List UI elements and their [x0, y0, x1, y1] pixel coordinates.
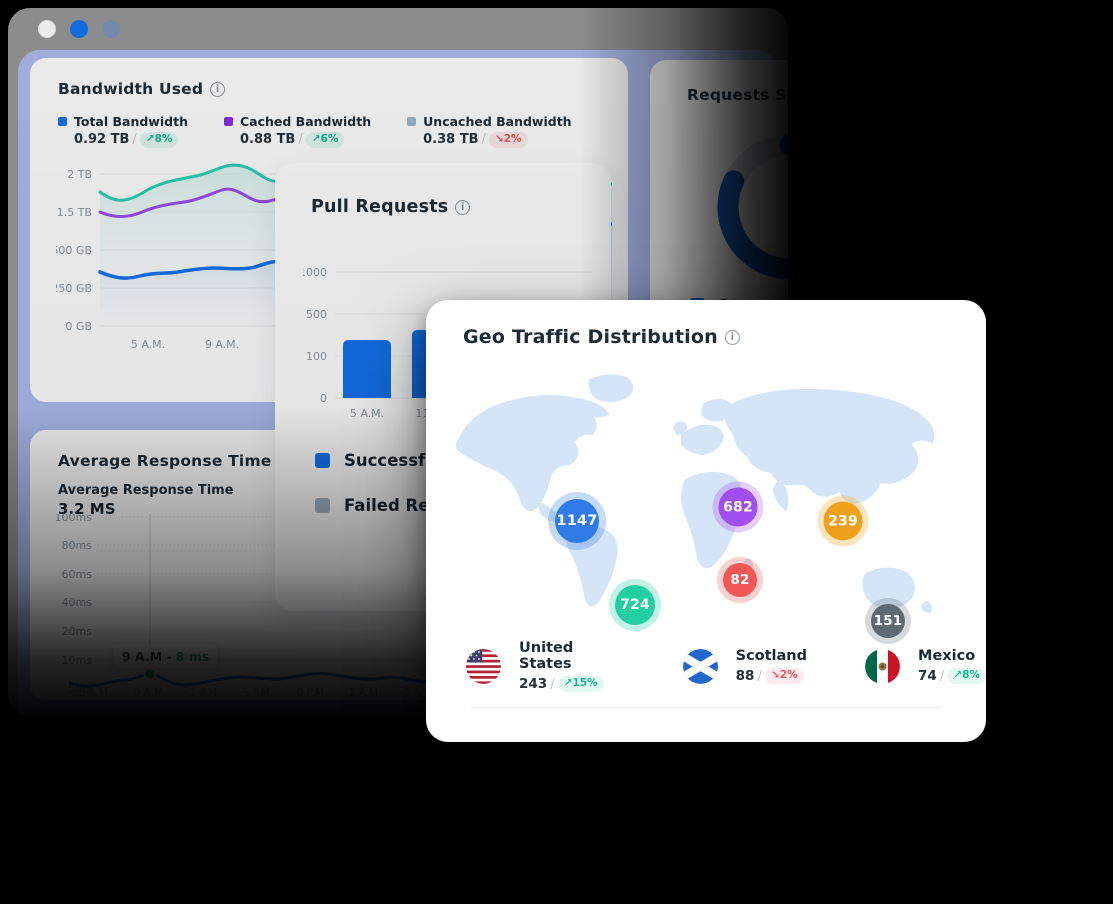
requests-served-card: Requests Served i Successful Requests — [650, 60, 788, 332]
bar-5am — [343, 340, 391, 398]
scotland-flag-icon — [682, 648, 718, 684]
trend-badge: ↗6% — [305, 132, 345, 148]
map-india — [773, 481, 789, 511]
world-map-svg — [455, 374, 934, 613]
svg-text:9 A.M.: 9 A.M. — [205, 338, 239, 351]
svg-text:2 TB: 2 TB — [67, 168, 92, 181]
map-bubble-north-asia[interactable]: 239 — [823, 501, 863, 541]
bandwidth-legend: Total Bandwidth 0.92 TB / ↗8% Cached Ban… — [30, 98, 628, 148]
svg-text:10ms: 10ms — [62, 654, 93, 667]
svg-text:0: 0 — [320, 392, 327, 405]
mexico-flag-icon — [865, 648, 901, 684]
svg-text:1.5 TB: 1.5 TB — [57, 206, 92, 219]
svg-text:9 P.M.: 9 P.M. — [297, 687, 327, 698]
legend-item-total[interactable]: Total Bandwidth 0.92 TB / ↗8% — [58, 114, 188, 148]
map-bubble-africa[interactable]: 82 — [723, 563, 757, 597]
svg-text:100: 100 — [306, 350, 327, 363]
trend-badge: ↗8% — [139, 132, 179, 148]
total-bandwidth-swatch — [58, 117, 67, 126]
window-titlebar — [8, 8, 788, 50]
window-control-dot-1[interactable] — [38, 20, 56, 38]
bandwidth-card-title: Bandwidth Used i — [58, 80, 628, 98]
failed-swatch — [315, 498, 330, 513]
country-united-states[interactable]: United States 243 / ↗15% — [466, 640, 625, 692]
map-bubble-europe[interactable]: 682 — [718, 487, 758, 527]
svg-text:5 A.M.: 5 A.M. — [131, 338, 165, 351]
map-bubble-south-america[interactable]: 724 — [615, 585, 655, 625]
map-new-zealand — [921, 601, 932, 613]
svg-text:80ms: 80ms — [62, 539, 93, 552]
trend-badge: ↘2% — [764, 668, 804, 684]
window-control-dot-2[interactable] — [70, 20, 88, 38]
map-bubble-australia[interactable]: 151 — [871, 604, 905, 638]
svg-text:1 P.M.: 1 P.M. — [190, 687, 220, 698]
uncached-bandwidth-swatch — [407, 117, 417, 126]
svg-text:500 GB: 500 GB — [56, 244, 92, 257]
bandwidth-title-text: Bandwidth Used — [58, 80, 204, 98]
country-scotland[interactable]: Scotland 88 / ↘2% — [682, 640, 807, 692]
svg-text:250 GB: 250 GB — [56, 282, 92, 295]
us-flag-icon — [466, 648, 501, 684]
cached-bandwidth-swatch — [223, 117, 233, 126]
map-bubble-north-america[interactable]: 1147 — [555, 499, 599, 543]
svg-text:20ms: 20ms — [62, 625, 93, 638]
legend-item-cached[interactable]: Cached Bandwidth 0.88 TB / ↗6% — [223, 114, 371, 148]
svg-text:60ms: 60ms — [62, 568, 93, 581]
map-europe — [681, 424, 724, 455]
trend-badge: ↗15% — [557, 676, 604, 692]
svg-text:0 GB: 0 GB — [65, 320, 92, 333]
requests-served-donut[interactable] — [705, 122, 788, 292]
info-icon[interactable]: i — [210, 81, 226, 97]
info-icon[interactable]: i — [724, 329, 740, 345]
legend-item-uncached[interactable]: Uncached Bandwidth 0.38 TB / ↘2% — [407, 114, 572, 148]
svg-text:40ms: 40ms — [62, 596, 93, 609]
map-asia — [724, 388, 934, 504]
svg-text:5 P.M.: 5 P.M. — [243, 687, 273, 698]
geo-card-divider — [471, 707, 941, 708]
svg-text:1 A.M.: 1 A.M. — [349, 687, 382, 698]
window-control-dot-3[interactable] — [102, 20, 120, 38]
svg-text:5 A.M.: 5 A.M. — [79, 687, 112, 698]
world-map: 1147 682 239 82 724 151 — [450, 364, 955, 638]
trend-badge: ↗8% — [947, 668, 986, 684]
country-mexico[interactable]: Mexico 74 / ↗8% — [865, 640, 986, 692]
svg-text:9 A.M.: 9 A.M. — [134, 687, 167, 698]
map-australia — [862, 567, 915, 610]
highlighted-point — [143, 667, 157, 681]
geo-traffic-title: Geo Traffic Distribution i — [463, 326, 986, 348]
map-greenland — [588, 374, 634, 403]
trend-badge: ↘2% — [488, 132, 528, 148]
map-north-america — [455, 395, 609, 512]
svg-text:100ms: 100ms — [55, 514, 93, 524]
chart-tooltip: 9 A.M - 8 ms — [113, 644, 219, 668]
svg-text:5 A.M.: 5 A.M. — [350, 407, 384, 420]
geo-traffic-card: Geo Traffic Distribution i 1 — [426, 300, 986, 742]
country-stats-row: United States 243 / ↗15% Scotland 88 — [466, 640, 986, 692]
svg-text:500: 500 — [306, 308, 327, 321]
pull-requests-title: Pull Requests i — [311, 197, 611, 217]
info-icon[interactable]: i — [455, 199, 471, 215]
successful-swatch — [315, 453, 330, 468]
requests-served-title: Requests Served i — [687, 86, 788, 104]
map-uk — [673, 421, 687, 435]
